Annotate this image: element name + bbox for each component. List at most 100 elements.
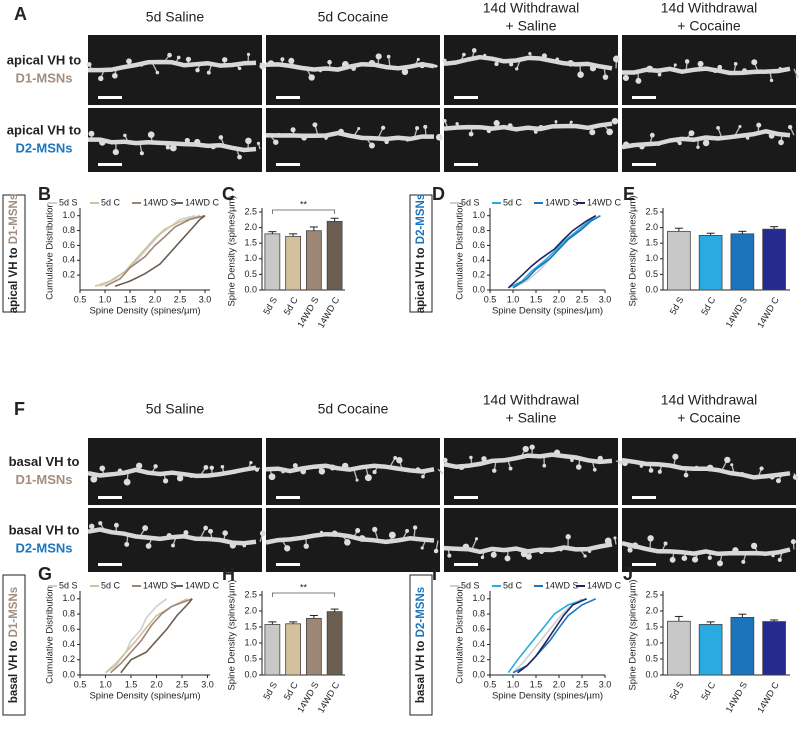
y-tick-label: 0.0	[472, 284, 485, 294]
spine-head	[355, 528, 361, 534]
spine-head	[589, 129, 596, 136]
y-axis-label: Cumulative Distribution	[455, 202, 466, 300]
dendrite	[443, 121, 613, 132]
column-header: 14d Withdrawal	[483, 392, 580, 408]
y-tick-label: 0.2	[472, 270, 485, 280]
spine-head	[677, 141, 682, 146]
row-label: basal VH to	[9, 522, 80, 537]
spine-head	[673, 63, 677, 67]
spine-head	[433, 548, 439, 554]
x-tick-label: 3.0	[201, 679, 214, 689]
cdf-line	[512, 598, 583, 674]
column-header: + Cocaine	[677, 410, 741, 426]
y-tick-label: 1.0	[472, 593, 485, 603]
spine-head	[683, 472, 689, 478]
dendrite	[265, 531, 435, 545]
spine-head	[259, 530, 266, 537]
spine-head	[290, 127, 296, 133]
legend-label: 5d C	[101, 580, 121, 590]
spine-head	[268, 473, 276, 481]
y-tick-label: 2.5	[645, 206, 658, 216]
scale-bar	[454, 496, 478, 499]
spine-head	[528, 52, 532, 56]
cdf-line	[105, 598, 168, 674]
x-tick-label: 2.5	[176, 679, 189, 689]
x-tick-label: 1.5	[530, 294, 543, 304]
dendrite	[265, 130, 434, 142]
side-label-target: D2-MSNs	[415, 194, 427, 244]
spine-head	[716, 125, 720, 130]
cdf-line	[99, 214, 196, 288]
dendrite	[265, 61, 435, 72]
cdf-line	[110, 598, 193, 674]
x-tick-label: 2.0	[149, 294, 162, 304]
significance-bracket	[271, 209, 336, 214]
panel-letter: B	[38, 184, 51, 204]
spine-head	[303, 543, 309, 549]
y-axis-label: Spine Density (spines/µm)	[227, 195, 238, 306]
spine-head	[613, 536, 617, 540]
y-tick-label: 1.0	[472, 210, 485, 220]
spine-head	[153, 464, 158, 469]
spine-head	[554, 120, 558, 124]
spine-head	[575, 464, 582, 470]
spine-head	[412, 525, 418, 530]
spine-head	[86, 62, 92, 67]
spine-head	[171, 543, 175, 548]
spine-head	[308, 74, 315, 81]
spine-head	[88, 523, 95, 530]
row-label: apical VH to	[7, 122, 81, 137]
side-label-box	[2, 574, 26, 716]
y-axis-label: Cumulative Distribution	[455, 586, 466, 684]
bar	[762, 228, 786, 291]
spine-head	[492, 468, 497, 473]
spine-head	[672, 453, 679, 460]
spine-head	[648, 468, 654, 473]
x-tick-label: 5d S	[668, 680, 686, 701]
x-tick-label: 1.5	[124, 294, 137, 304]
spine-head	[273, 139, 279, 145]
bar	[698, 624, 723, 676]
spine-head	[612, 55, 620, 63]
y-tick-label: 2.0	[645, 222, 658, 232]
spine-head	[368, 142, 375, 149]
spine-head	[778, 139, 784, 146]
spine-head	[123, 478, 131, 486]
spine-head	[112, 148, 119, 156]
spine-head	[750, 542, 758, 550]
spine-head	[372, 470, 377, 475]
y-tick-label: 0.0	[645, 284, 658, 294]
spine-head	[688, 130, 695, 137]
bar	[667, 620, 691, 676]
side-label: basal VH to D1-MSNs	[8, 587, 20, 703]
spine-head	[717, 64, 723, 70]
spine-head	[393, 455, 398, 460]
spine-head	[237, 154, 242, 160]
x-tick-label: 3.0	[599, 294, 612, 304]
spine-head	[249, 460, 253, 465]
y-tick-label: 1.5	[645, 621, 658, 631]
column-header: 5d Saline	[146, 401, 205, 417]
y-tick-label: 1.0	[244, 253, 257, 263]
bar	[667, 230, 691, 291]
spine	[471, 538, 478, 550]
micrograph	[444, 35, 618, 105]
x-tick-label: 1.0	[507, 294, 520, 304]
spine-head	[401, 68, 409, 76]
spine-head	[787, 124, 793, 130]
x-axis-label: Spine Density (spines/µm)	[89, 306, 200, 317]
y-tick-label: 0.5	[645, 653, 658, 663]
x-tick-label: 2.0	[553, 679, 566, 689]
bar	[730, 617, 755, 676]
cdf-line	[517, 598, 587, 674]
y-tick-label: 1.0	[62, 593, 75, 603]
spine-head	[697, 60, 704, 67]
spine-head	[525, 553, 532, 560]
x-tick-label: 1.0	[507, 679, 520, 689]
panel-letter: H	[222, 564, 235, 584]
side-label-target: D2-MSNs	[415, 587, 427, 637]
spine-head	[176, 475, 184, 482]
x-tick-label: 1.0	[99, 679, 112, 689]
micrograph	[622, 438, 796, 505]
significance-label: **	[300, 582, 308, 592]
